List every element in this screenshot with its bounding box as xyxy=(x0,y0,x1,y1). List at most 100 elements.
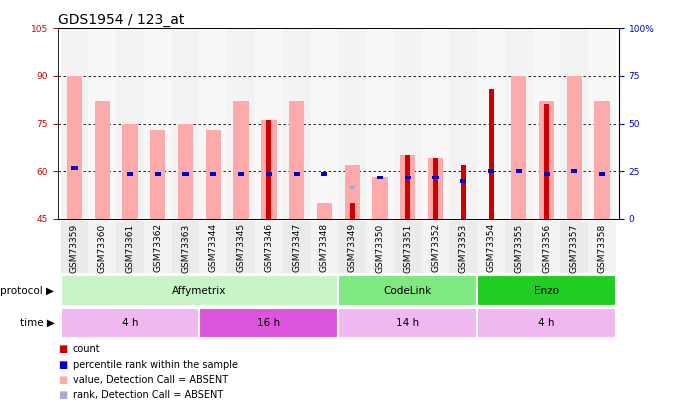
Bar xyxy=(171,28,199,219)
Bar xyxy=(560,28,588,219)
Bar xyxy=(171,221,199,273)
Text: ■: ■ xyxy=(58,390,67,401)
Bar xyxy=(199,221,227,273)
Bar xyxy=(238,173,244,176)
Text: value, Detection Call = ABSENT: value, Detection Call = ABSENT xyxy=(73,375,228,385)
Bar xyxy=(289,101,304,219)
Text: GSM73349: GSM73349 xyxy=(347,224,357,273)
Text: 16 h: 16 h xyxy=(257,318,280,328)
Text: GSM73361: GSM73361 xyxy=(126,224,135,273)
Text: percentile rank within the sample: percentile rank within the sample xyxy=(73,360,238,370)
Bar xyxy=(144,221,171,273)
Text: GSM73347: GSM73347 xyxy=(292,224,301,273)
Text: GSM73358: GSM73358 xyxy=(598,224,607,273)
Bar xyxy=(144,28,171,219)
Bar xyxy=(511,76,526,219)
Bar xyxy=(594,101,610,219)
Bar xyxy=(61,275,339,306)
Bar xyxy=(122,124,137,219)
Bar xyxy=(433,158,438,219)
Bar xyxy=(460,179,466,183)
Text: rank, Detection Call = ABSENT: rank, Detection Call = ABSENT xyxy=(73,390,223,401)
Bar xyxy=(428,158,443,219)
Bar xyxy=(233,101,249,219)
Text: GSM73350: GSM73350 xyxy=(375,224,384,273)
Bar xyxy=(477,221,505,273)
Bar xyxy=(461,165,466,219)
Bar xyxy=(210,173,216,176)
Bar xyxy=(345,165,360,219)
Text: GDS1954 / 123_at: GDS1954 / 123_at xyxy=(58,13,184,27)
Text: 14 h: 14 h xyxy=(396,318,420,328)
Bar xyxy=(199,28,227,219)
Text: GSM73362: GSM73362 xyxy=(153,224,163,273)
Bar xyxy=(311,221,339,273)
Bar xyxy=(267,120,271,219)
Text: GSM73348: GSM73348 xyxy=(320,224,329,273)
Text: count: count xyxy=(73,344,101,354)
Bar xyxy=(266,173,272,176)
Text: GSM73355: GSM73355 xyxy=(514,224,524,273)
Bar xyxy=(61,221,88,273)
Text: time ▶: time ▶ xyxy=(20,318,54,328)
Bar xyxy=(339,28,366,219)
Bar xyxy=(339,308,477,338)
Bar xyxy=(339,275,477,306)
Bar xyxy=(150,130,165,219)
Bar xyxy=(539,101,554,219)
Bar xyxy=(61,28,88,219)
Bar xyxy=(71,166,78,170)
Bar xyxy=(311,28,339,219)
Bar xyxy=(88,221,116,273)
Text: GSM73345: GSM73345 xyxy=(237,224,245,273)
Bar xyxy=(515,169,522,173)
Bar xyxy=(227,28,255,219)
Bar xyxy=(488,169,494,173)
Bar xyxy=(88,28,116,219)
Bar xyxy=(350,203,355,219)
Text: ■: ■ xyxy=(58,375,67,385)
Bar xyxy=(255,221,283,273)
Bar xyxy=(294,173,300,176)
Bar xyxy=(255,28,283,219)
Bar xyxy=(405,155,410,219)
Bar xyxy=(449,221,477,273)
Bar xyxy=(349,185,355,189)
Bar xyxy=(317,203,332,219)
Text: CodeLink: CodeLink xyxy=(384,286,432,296)
Text: GSM73352: GSM73352 xyxy=(431,224,440,273)
Bar xyxy=(543,173,549,176)
Bar xyxy=(322,173,328,176)
Bar xyxy=(261,120,277,219)
Text: Affymetrix: Affymetrix xyxy=(172,286,226,296)
Bar xyxy=(283,28,311,219)
Bar xyxy=(422,28,449,219)
Bar xyxy=(532,28,560,219)
Text: protocol ▶: protocol ▶ xyxy=(1,286,54,296)
Text: ■: ■ xyxy=(58,344,67,354)
Bar xyxy=(400,155,415,219)
Text: GSM73353: GSM73353 xyxy=(459,224,468,273)
Bar xyxy=(178,124,193,219)
Text: ■: ■ xyxy=(58,360,67,370)
Bar xyxy=(394,221,422,273)
Bar xyxy=(366,221,394,273)
Bar xyxy=(377,175,383,179)
Bar xyxy=(588,221,616,273)
Bar xyxy=(532,221,560,273)
Bar xyxy=(95,101,110,219)
Text: GSM73356: GSM73356 xyxy=(542,224,551,273)
Bar xyxy=(155,173,161,176)
Text: Enzo: Enzo xyxy=(534,286,559,296)
Bar xyxy=(283,221,311,273)
Bar xyxy=(505,221,532,273)
Bar xyxy=(394,28,422,219)
Bar xyxy=(477,275,616,306)
Bar xyxy=(571,169,577,173)
Bar xyxy=(422,221,449,273)
Bar xyxy=(477,308,616,338)
Text: 4 h: 4 h xyxy=(122,318,138,328)
Bar xyxy=(488,89,494,219)
Bar xyxy=(366,28,394,219)
Bar xyxy=(67,76,82,219)
